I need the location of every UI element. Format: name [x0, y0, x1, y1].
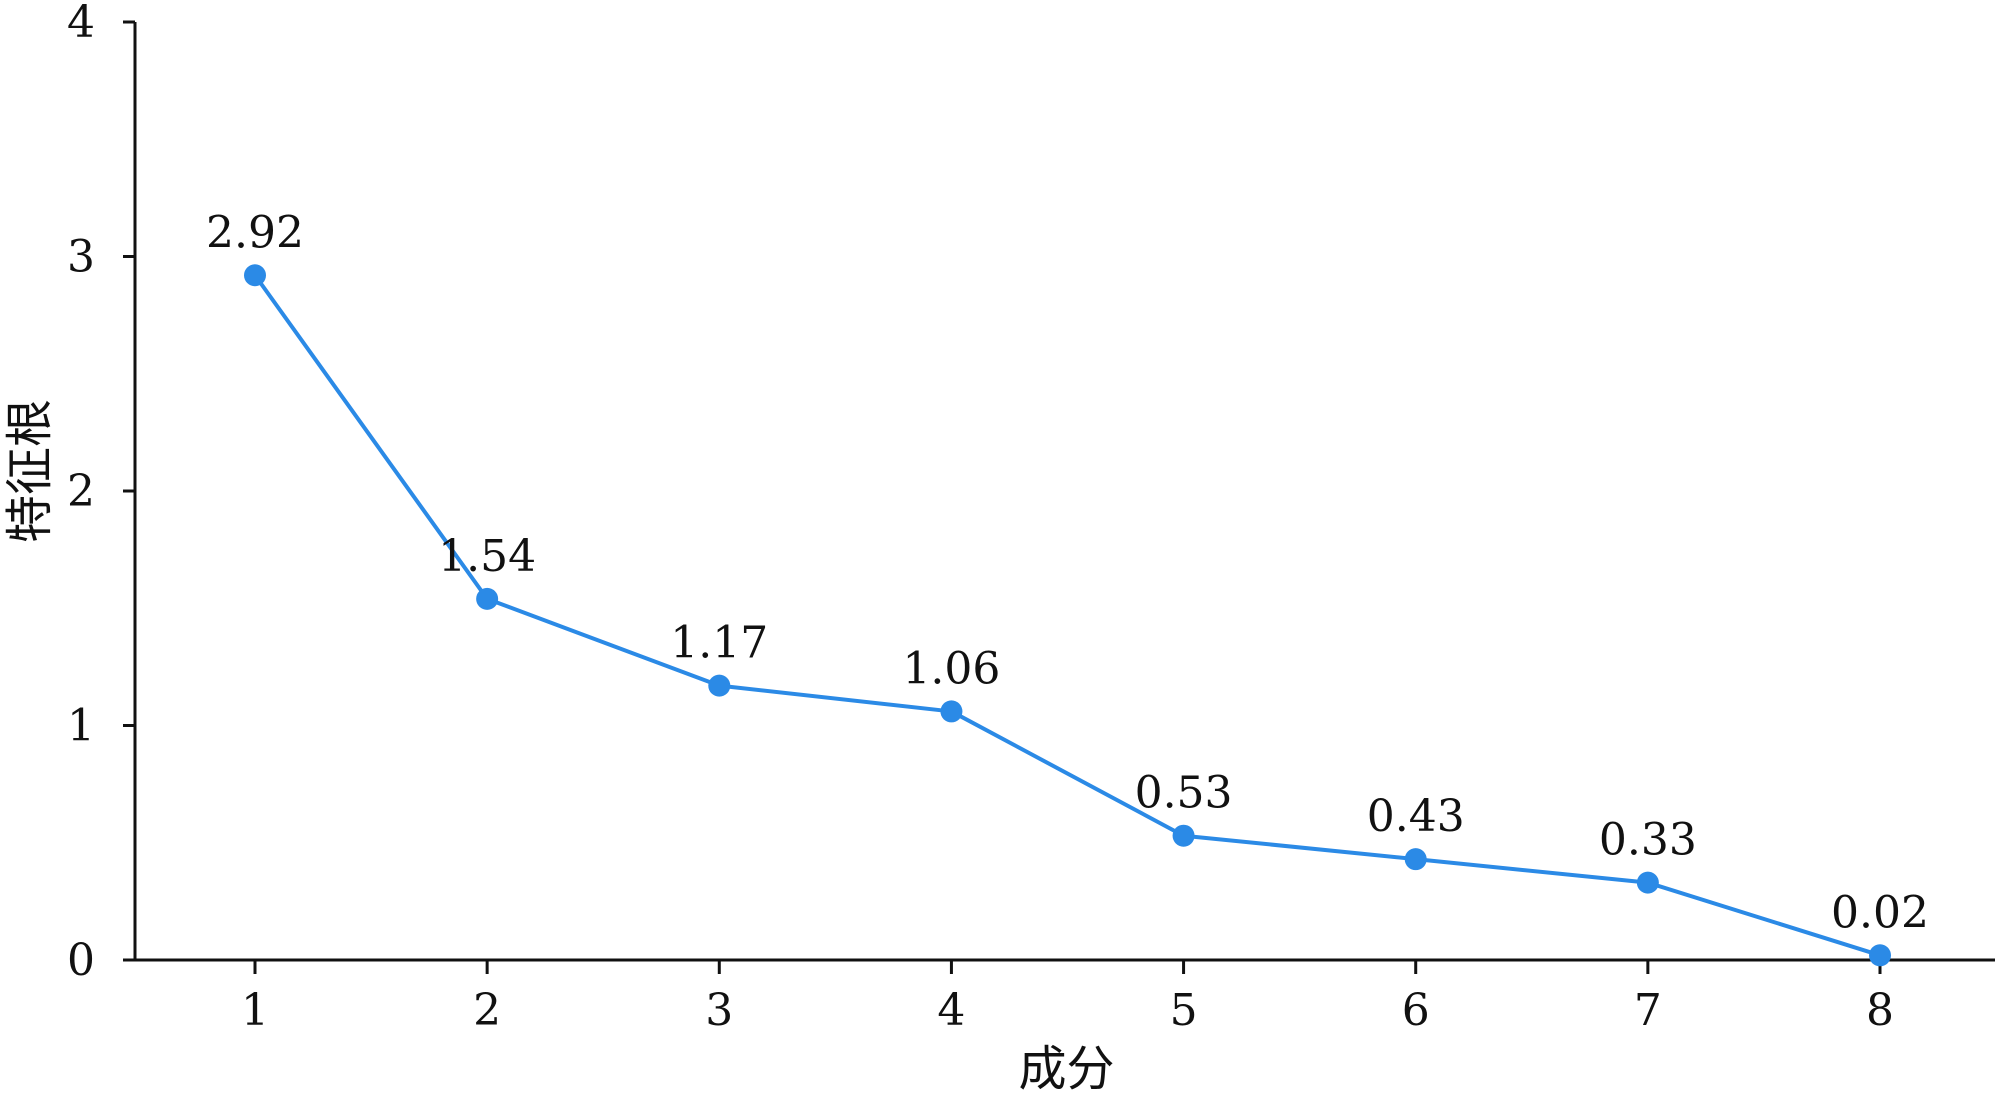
data-labels: 2.92 1.54 1.17 1.06 0.53 0.43 0.33 0.02: [206, 207, 1929, 938]
data-point: [708, 674, 731, 697]
data-label: 2.92: [206, 207, 304, 258]
y-tick-label: 2: [67, 466, 95, 517]
data-point: [1404, 848, 1427, 871]
data-label: 0.43: [1367, 791, 1465, 842]
data-label: 1.06: [902, 643, 1000, 694]
data-point: [940, 700, 963, 723]
data-point: [1172, 824, 1195, 847]
data-label: 1.54: [438, 531, 536, 582]
series-line: [253, 274, 1881, 958]
x-tick-label: 3: [705, 985, 733, 1036]
data-point: [244, 264, 266, 287]
x-tick-label: 8: [1866, 985, 1894, 1036]
data-label: 0.53: [1135, 768, 1233, 819]
x-tick-label: 1: [241, 985, 269, 1036]
x-axis-title: 成分: [1018, 1041, 1114, 1096]
x-tick-label: 4: [937, 985, 965, 1036]
y-ticks: 0 1 2 3 4: [67, 0, 135, 986]
data-label: 0.33: [1599, 815, 1697, 866]
y-axis-title: 特征根: [2, 399, 58, 543]
y-tick-label: 1: [67, 701, 95, 752]
data-point: [1869, 944, 1891, 967]
x-ticks: 1 2 3 4 5 6 7 8: [241, 960, 1894, 1036]
data-point: [1636, 871, 1659, 894]
y-tick-label: 0: [67, 935, 95, 986]
axes: [133, 22, 1995, 962]
x-tick-label: 2: [473, 985, 501, 1036]
data-point: [476, 587, 499, 610]
data-label: 1.17: [670, 618, 768, 669]
x-tick-label: 6: [1402, 985, 1430, 1036]
data-label: 0.02: [1831, 887, 1929, 938]
y-tick-label: 4: [67, 0, 95, 48]
x-tick-label: 5: [1170, 985, 1198, 1036]
series: [244, 264, 1891, 967]
x-tick-label: 7: [1634, 985, 1662, 1036]
y-tick-label: 3: [67, 232, 95, 283]
